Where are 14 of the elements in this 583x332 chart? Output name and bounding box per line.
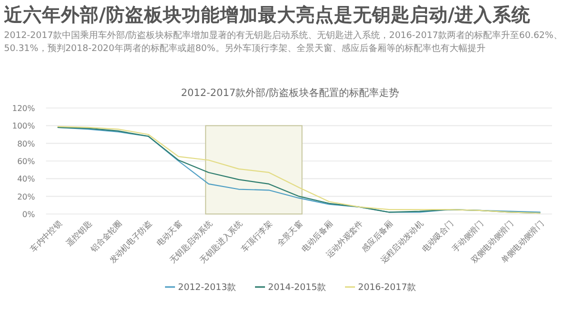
y-tick-label: 100%: [12, 122, 36, 131]
legend-label: 2016-2017款: [358, 282, 416, 293]
y-tick-label: 60%: [17, 157, 36, 166]
y-tick-label: 80%: [17, 139, 36, 148]
y-tick-label: 120%: [12, 104, 36, 113]
y-tick-label: 0%: [22, 210, 36, 219]
x-tick-label: 车内中控锁: [28, 219, 64, 254]
legend-label: 2012-2013款: [178, 282, 236, 293]
y-tick-label: 40%: [17, 174, 36, 184]
y-tick-label: 20%: [17, 192, 36, 202]
legend-label: 2014-2015款: [268, 282, 326, 293]
chart-subtitle: 2012-2017款中国乘用车外部/防盗板块标配率增加显著的有无钥匙启动系统、无钥匙进入系统，2016-2017款两者的标配率升至60.62%、50.31%，预判2018-2020年两者的标配率或超80%。另外车顶行李架、全景天窗、感应后备厢等的标配率也有大幅提升: [4, 30, 564, 56]
text: 2012-2017款外部/防盗板块各配置的标配率走势: [181, 87, 399, 99]
chart-title: 近六年外部/防盗板块功能增加最大亮点是无钥匙启动/进入系统: [4, 4, 531, 27]
